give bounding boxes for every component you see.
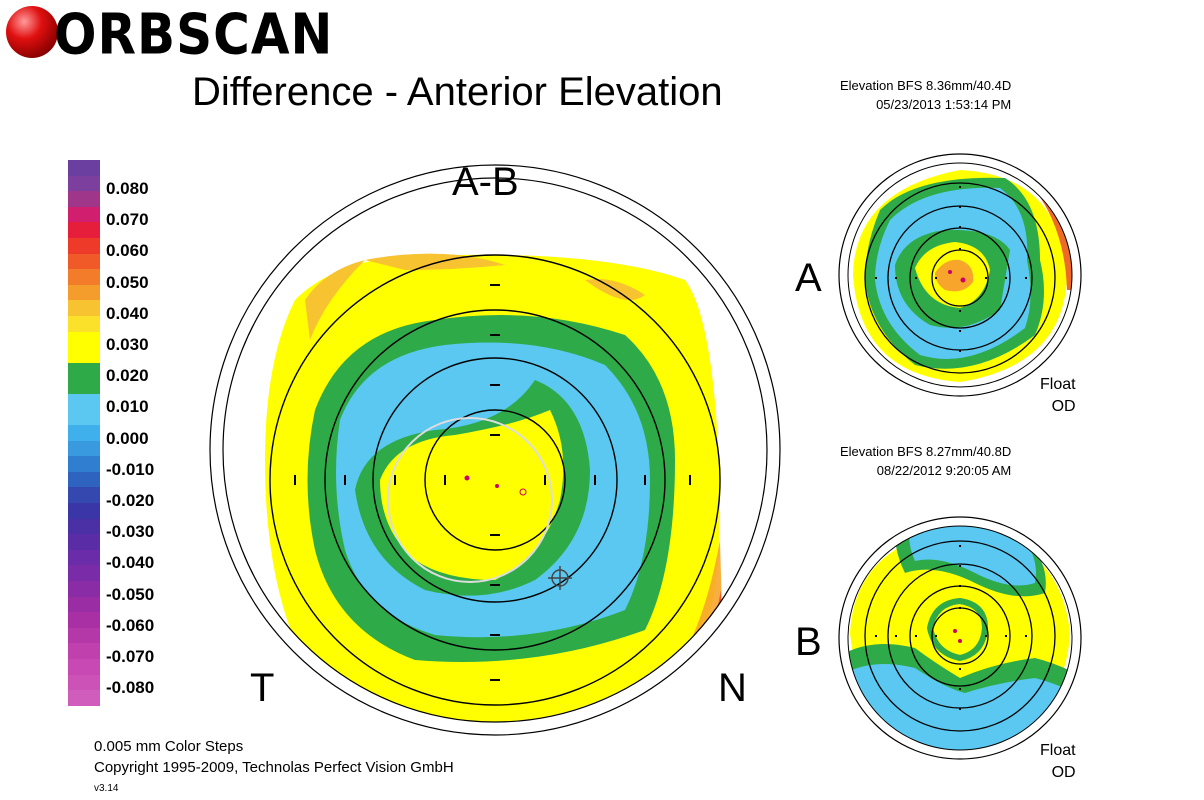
color-scale-step (68, 518, 100, 535)
logo-text: ORBSCAN (54, 2, 334, 67)
color-scale-step (68, 409, 100, 426)
color-scale-step (68, 549, 100, 566)
color-scale-label: -0.050 (106, 584, 155, 604)
color-scale-label: 0.070 (106, 210, 149, 230)
color-scale-step (68, 581, 100, 597)
map-b-info: Elevation BFS 8.27mm/40.8D 08/22/2012 9:… (840, 442, 1011, 480)
map-a[interactable] (835, 150, 1085, 400)
color-scale-step (68, 440, 100, 457)
main-map-label-left: T (250, 666, 275, 710)
color-scale-label: -0.020 (106, 491, 155, 511)
color-scale-bar (68, 160, 100, 706)
map-a-mode: Float OD (1040, 374, 1076, 418)
main-map-label-right: N (718, 666, 747, 710)
color-scale-step (68, 627, 100, 644)
map-b[interactable] (835, 513, 1085, 763)
color-scale-step (68, 534, 100, 550)
color-scale-step (68, 160, 100, 176)
main-map-label-top: A-B (452, 160, 519, 204)
color-scale-step (68, 596, 100, 613)
map-a-info: Elevation BFS 8.36mm/40.4D 05/23/2013 1:… (840, 76, 1011, 114)
color-scale-step (68, 456, 100, 472)
color-steps-text: 0.005 mm Color Steps (94, 738, 244, 755)
crosshair-marker (548, 566, 572, 590)
color-scale-step (68, 643, 100, 659)
color-scale-label: 0.010 (106, 397, 149, 417)
color-scale-step (68, 191, 100, 207)
map-b-bfs: Elevation BFS 8.27mm/40.8D (840, 444, 1012, 459)
color-scale-step (68, 237, 100, 254)
color-scale-step (68, 362, 100, 379)
color-scale-label: 0.030 (106, 335, 149, 355)
color-scale-step (68, 565, 100, 582)
color-scale-step (68, 471, 100, 488)
color-scale-step (68, 175, 100, 192)
color-scale-label: 0.000 (106, 428, 149, 448)
color-scale-step (68, 347, 100, 363)
map-b-label: B (795, 620, 822, 664)
color-scale-step (68, 331, 100, 348)
color-scale-step (68, 206, 100, 223)
map-b-eye: OD (1051, 764, 1076, 781)
color-scale-label: -0.030 (106, 522, 155, 542)
color-scale-step (68, 659, 100, 675)
color-scale-labels: 0.080 0.070 0.060 0.050 0.040 0.030 0.020 0.010… (106, 173, 154, 703)
copyright-text: Copyright 1995-2009, Technolas Perfect V… (94, 759, 454, 776)
color-scale-label: 0.080 (106, 179, 149, 198)
color-scale-step (68, 503, 100, 519)
color-scale-label: 0.040 (106, 303, 149, 323)
version-text: v3.14 (94, 783, 119, 794)
logo-sphere (6, 6, 58, 58)
map-b-mode: Float OD (1040, 740, 1076, 784)
color-scale-label: -0.080 (106, 678, 155, 698)
color-scale-label: -0.070 (106, 647, 155, 667)
map-a-bfs: Elevation BFS 8.36mm/40.4D (840, 78, 1012, 93)
orbscan-logo: ORBSCAN (4, 0, 334, 67)
color-scale-step (68, 690, 100, 706)
color-scale-step (68, 612, 100, 628)
map-a-label: A (795, 256, 822, 300)
map-a-float: Float (1040, 376, 1076, 393)
color-scale-step (68, 674, 100, 691)
map-a-eye: OD (1051, 398, 1076, 415)
color-scale-label: -0.060 (106, 615, 155, 635)
color-scale-step (68, 222, 100, 238)
color-scale-step (68, 253, 100, 270)
map-b-float: Float (1040, 742, 1076, 759)
color-scale-step (68, 487, 100, 504)
main-difference-map[interactable] (205, 160, 785, 740)
color-scale-step (68, 425, 100, 441)
color-scale-label: -0.040 (106, 553, 155, 573)
page-title: Difference - Anterior Elevation (192, 70, 723, 114)
color-scale-step (68, 315, 100, 332)
color-scale-label: 0.020 (106, 366, 149, 386)
color-scale-step (68, 269, 100, 285)
color-scale-step (68, 378, 100, 394)
color-scale-label: -0.010 (106, 459, 155, 479)
color-scale-step (68, 284, 100, 301)
map-b-date: 08/22/2012 9:20:05 AM (876, 463, 1012, 478)
color-scale-label: 0.050 (106, 272, 149, 292)
color-scale-step (68, 300, 100, 316)
color-scale-label: 0.060 (106, 241, 149, 261)
map-a-date: 05/23/2013 1:53:14 PM (876, 97, 1012, 112)
color-scale-step (68, 393, 100, 410)
